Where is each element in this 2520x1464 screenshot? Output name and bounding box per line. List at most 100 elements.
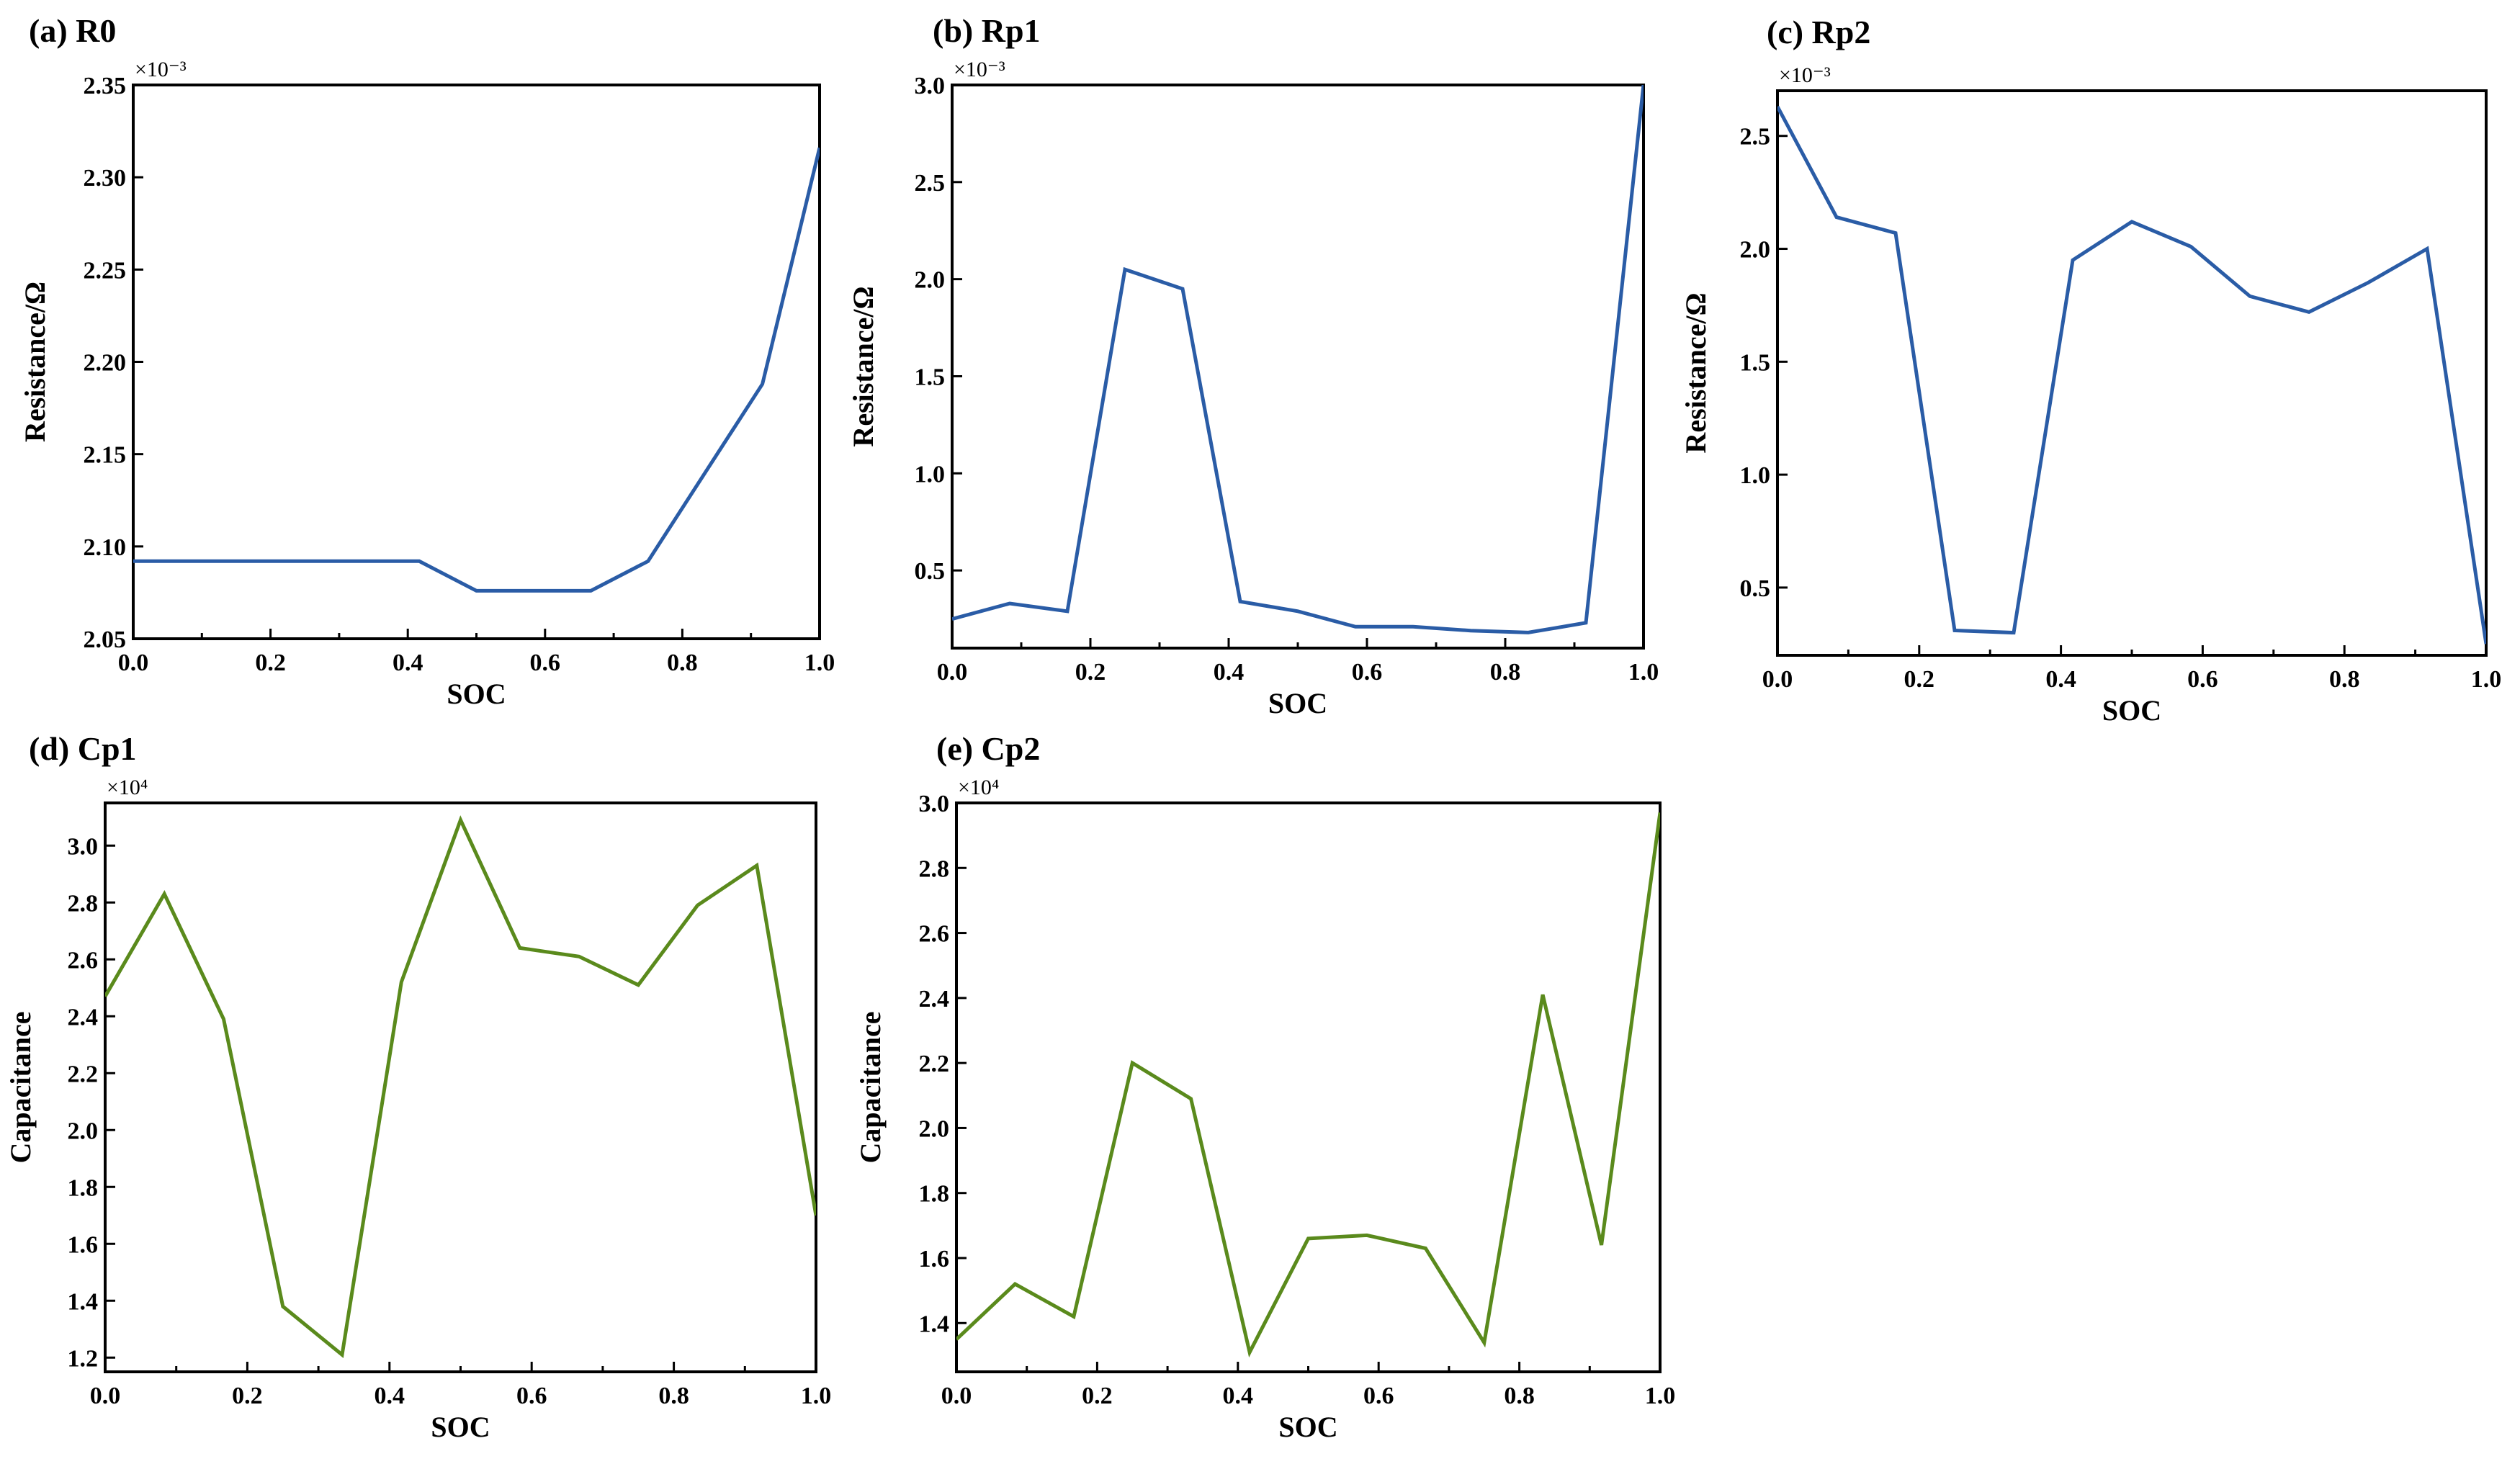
x-tick-label: 0.6 (1363, 1383, 1394, 1409)
y-tick-label: 2.15 (84, 442, 127, 469)
y-tick-label: 2.6 (919, 921, 950, 948)
x-tick-label: 0.0 (937, 659, 968, 686)
x-tick-label: 1.0 (1645, 1383, 1676, 1409)
y-tick-label: 1.8 (68, 1175, 99, 1201)
y-tick-label: 1.0 (915, 461, 946, 488)
x-tick-label: 0.4 (393, 650, 423, 676)
axis-multiplier: ×10⁴ (107, 776, 148, 799)
axis-multiplier: ×10⁻³ (135, 58, 187, 81)
x-tick-label: 0.2 (1904, 666, 1935, 693)
y-tick-label: 3.0 (919, 791, 950, 817)
x-tick-label: 0.8 (658, 1383, 689, 1409)
panel-title: (b) Rp1 (933, 12, 1041, 49)
y-tick-label: 1.8 (919, 1181, 950, 1208)
x-axis-label: SOC (1278, 1411, 1337, 1443)
y-tick-label: 2.4 (919, 986, 950, 1012)
chart-panel-0: (a) R0 ×10⁻³ 0.0 0.2 0.4 0.6 0.8 1.0 2.05 2.10 2.1… (19, 12, 835, 710)
x-tick-label: 0.6 (2187, 666, 2218, 693)
plot-frame (132, 84, 821, 640)
y-tick-label: 2.8 (68, 890, 99, 917)
x-tick-label: 0.4 (375, 1383, 405, 1409)
x-tick-label: 0.2 (232, 1383, 263, 1409)
series-line (133, 147, 820, 593)
series-line (1777, 105, 2486, 645)
y-tick-label: 1.5 (915, 364, 946, 390)
chart-panel-4: (e) Cp2 ×10⁴ 0.0 0.2 0.4 0.6 0.8 1.0 1.4 1.6 1.8 2.… (854, 730, 1675, 1443)
plot-frame (955, 801, 1662, 1373)
x-tick-label: 1.0 (801, 1383, 832, 1409)
y-axis-label: Resistance/Ω (19, 282, 51, 442)
series-line (956, 812, 1660, 1358)
x-tick-label: 0.8 (1490, 659, 1521, 686)
chart-panel-2: (c) Rp2 ×10⁻³ 0.0 0.2 0.4 0.6 0.8 1.0 0.5 1.0 1.5 2… (1680, 14, 2501, 727)
x-tick-label: 0.8 (1504, 1383, 1535, 1409)
panel-title: (d) Cp1 (29, 730, 137, 767)
y-tick-label: 2.25 (84, 257, 127, 284)
x-tick-label: 0.2 (1075, 659, 1106, 686)
x-axis-label: SOC (431, 1411, 490, 1443)
y-tick-label: 2.0 (915, 267, 946, 294)
chart-panel-1: (b) Rp1 ×10⁻³ 0.0 0.2 0.4 0.6 0.8 1.0 0.5 1.0 1.5 2… (847, 12, 1659, 719)
y-tick-label: 0.5 (915, 558, 946, 585)
x-tick-label: 1.0 (804, 650, 835, 676)
x-tick-label: 0.6 (530, 650, 561, 676)
y-tick-label: 2.8 (919, 856, 950, 882)
x-tick-label: 0.8 (667, 650, 698, 676)
plot-frame (951, 84, 1645, 650)
y-tick-label: 2.2 (919, 1051, 950, 1077)
y-tick-label: 2.05 (84, 627, 127, 653)
y-tick-label: 2.5 (1740, 124, 1771, 151)
y-tick-label: 2.4 (68, 1004, 99, 1030)
x-tick-label: 0.8 (2329, 666, 2360, 693)
x-tick-label: 0.4 (1214, 659, 1245, 686)
x-axis-label: SOC (447, 678, 506, 710)
y-tick-label: 0.5 (1740, 575, 1771, 602)
plot-frame (1776, 89, 2488, 657)
x-tick-label: 1.0 (1628, 659, 1659, 686)
panel-title: (e) Cp2 (936, 730, 1040, 767)
x-tick-label: 0.0 (1762, 666, 1793, 693)
series-line (952, 85, 1644, 634)
y-axis-label: Capacitance (4, 1011, 37, 1163)
plot-frame (104, 801, 817, 1373)
y-tick-label: 3.0 (68, 833, 99, 860)
x-tick-label: 0.4 (2045, 666, 2076, 693)
panel-title: (a) R0 (29, 12, 116, 49)
panel-title: (c) Rp2 (1767, 14, 1870, 50)
x-tick-label: 0.2 (1082, 1383, 1113, 1409)
y-tick-label: 2.0 (1740, 237, 1771, 264)
y-tick-label: 3.0 (915, 73, 946, 99)
y-tick-label: 1.6 (919, 1246, 950, 1272)
x-tick-label: 0.0 (118, 650, 149, 676)
y-tick-label: 2.6 (68, 947, 99, 974)
x-tick-label: 1.0 (2471, 666, 2502, 693)
y-tick-label: 2.20 (84, 350, 127, 377)
axis-multiplier: ×10⁻³ (954, 58, 1005, 81)
x-tick-label: 0.0 (941, 1383, 972, 1409)
chart-panel-3: (d) Cp1 ×10⁴ 0.0 0.2 0.4 0.6 0.8 1.0 1.2 1.4 1.6 1.… (4, 730, 831, 1443)
x-tick-label: 0.6 (516, 1383, 547, 1409)
x-tick-label: 0.2 (255, 650, 286, 676)
y-tick-label: 2.30 (84, 165, 127, 192)
y-tick-label: 1.5 (1740, 349, 1771, 376)
y-axis-label: Capacitance (854, 1011, 887, 1163)
y-axis-label: Resistance/Ω (847, 286, 879, 446)
y-tick-label: 1.2 (68, 1345, 99, 1372)
y-tick-label: 1.4 (919, 1311, 950, 1337)
y-tick-label: 2.2 (68, 1061, 99, 1087)
y-tick-label: 2.0 (68, 1118, 99, 1144)
x-tick-label: 0.6 (1352, 659, 1383, 686)
y-tick-label: 2.0 (919, 1115, 950, 1142)
axis-multiplier: ×10⁴ (958, 776, 999, 799)
y-tick-label: 2.10 (84, 534, 127, 561)
y-tick-label: 1.4 (68, 1288, 99, 1315)
axis-multiplier: ×10⁻³ (1779, 63, 1831, 87)
x-tick-label: 0.0 (90, 1383, 121, 1409)
y-tick-label: 2.5 (915, 170, 946, 197)
series-line (105, 815, 816, 1358)
x-tick-label: 0.4 (1223, 1383, 1254, 1409)
x-axis-label: SOC (2102, 694, 2161, 727)
y-axis-label: Resistance/Ω (1680, 292, 1712, 453)
x-axis-label: SOC (1268, 687, 1327, 719)
